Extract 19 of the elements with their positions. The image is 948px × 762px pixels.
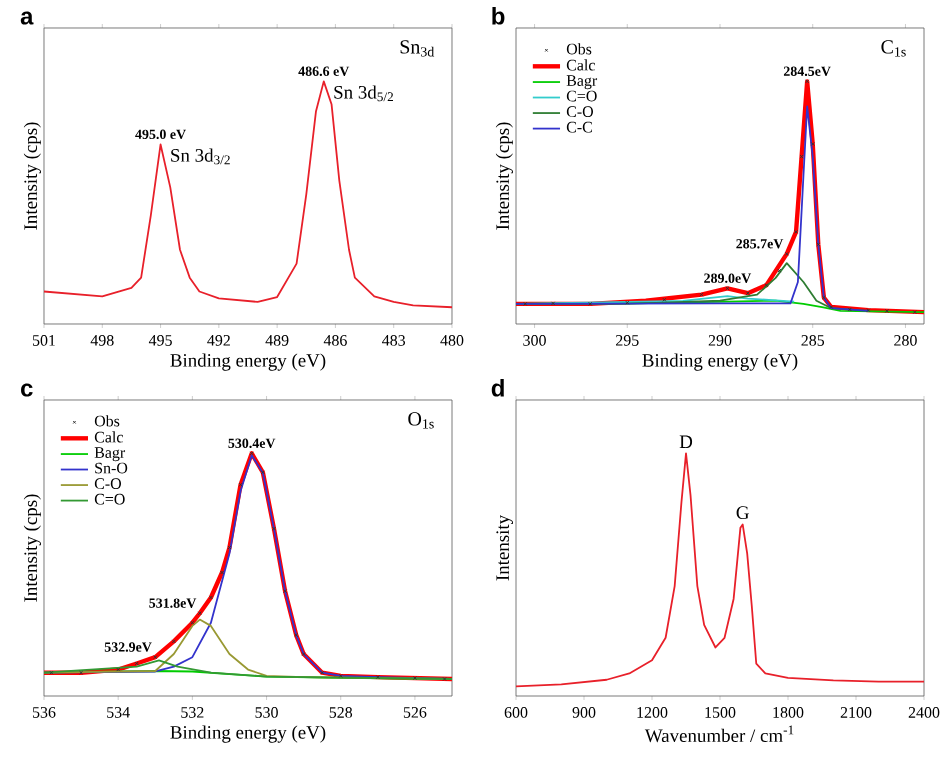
- text: O$_{1s}$: [408, 412, 434, 429]
- x-axis-title: Binding energy (eV): [170, 353, 326, 371]
- annotation: G: [736, 506, 749, 520]
- y-axis-title: Intensity (cps): [23, 122, 41, 230]
- x-axis-title: Binding energy (eV): [642, 353, 798, 371]
- y-axis-title: Intensity (cps): [495, 122, 513, 230]
- text: C$_{1s}$: [881, 40, 906, 57]
- annotation: Sn 3d$_{5/2}$: [334, 85, 393, 102]
- text: Sn$_{3d}$: [400, 40, 435, 57]
- annotation: Sn 3d$_{3/2}$: [171, 148, 230, 165]
- annotation: D: [679, 435, 693, 448]
- y-axis-title: Intensity: [496, 514, 513, 581]
- chart-title: b: [492, 7, 505, 25]
- x-axis-title: Binding energy (eV): [170, 725, 326, 743]
- chart-title: d: [491, 379, 504, 397]
- x-axis-title: Wavenumber / cm$^{-1}$: [644, 725, 794, 743]
- chart-title: c: [21, 383, 33, 397]
- chart-title: a: [20, 11, 34, 25]
- y-axis-title: Intensity (cps): [23, 494, 41, 602]
